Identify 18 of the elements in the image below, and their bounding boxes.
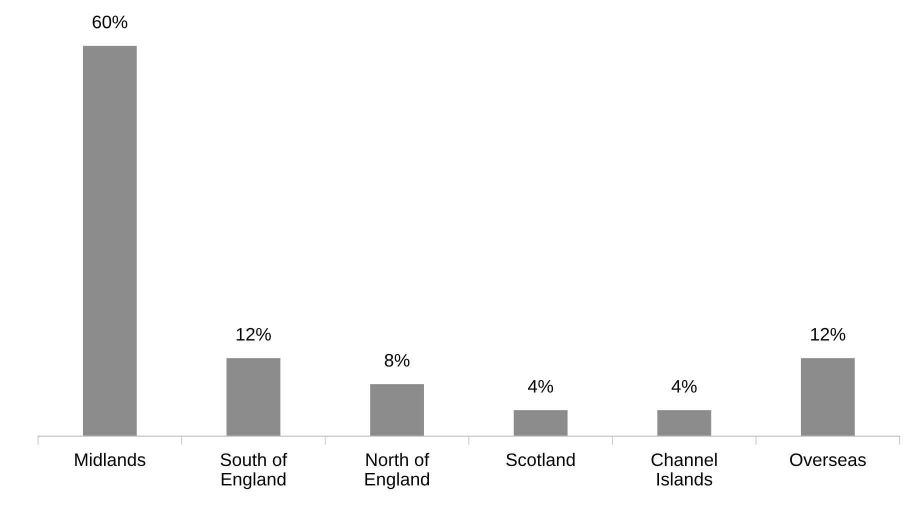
data-label: 8% [384,354,410,367]
bar [82,46,137,436]
bar [800,358,855,436]
data-label: 12% [811,328,846,341]
x-tick-label: Overseas [790,453,866,466]
x-tick-label: South of England [220,452,288,490]
data-label: 4% [672,380,697,393]
data-label: 4% [528,380,554,393]
data-label: 12% [236,328,271,341]
x-tick-label: Scotland [506,452,575,466]
bar [226,358,280,436]
bar [657,410,712,436]
bar [514,410,568,436]
data-label: 60% [92,16,128,28]
bar [370,384,424,436]
x-tick-label: Channel Islands [652,452,717,486]
x-tick-label: Midlands [75,452,146,466]
x-tick-label: North of England [365,452,430,490]
